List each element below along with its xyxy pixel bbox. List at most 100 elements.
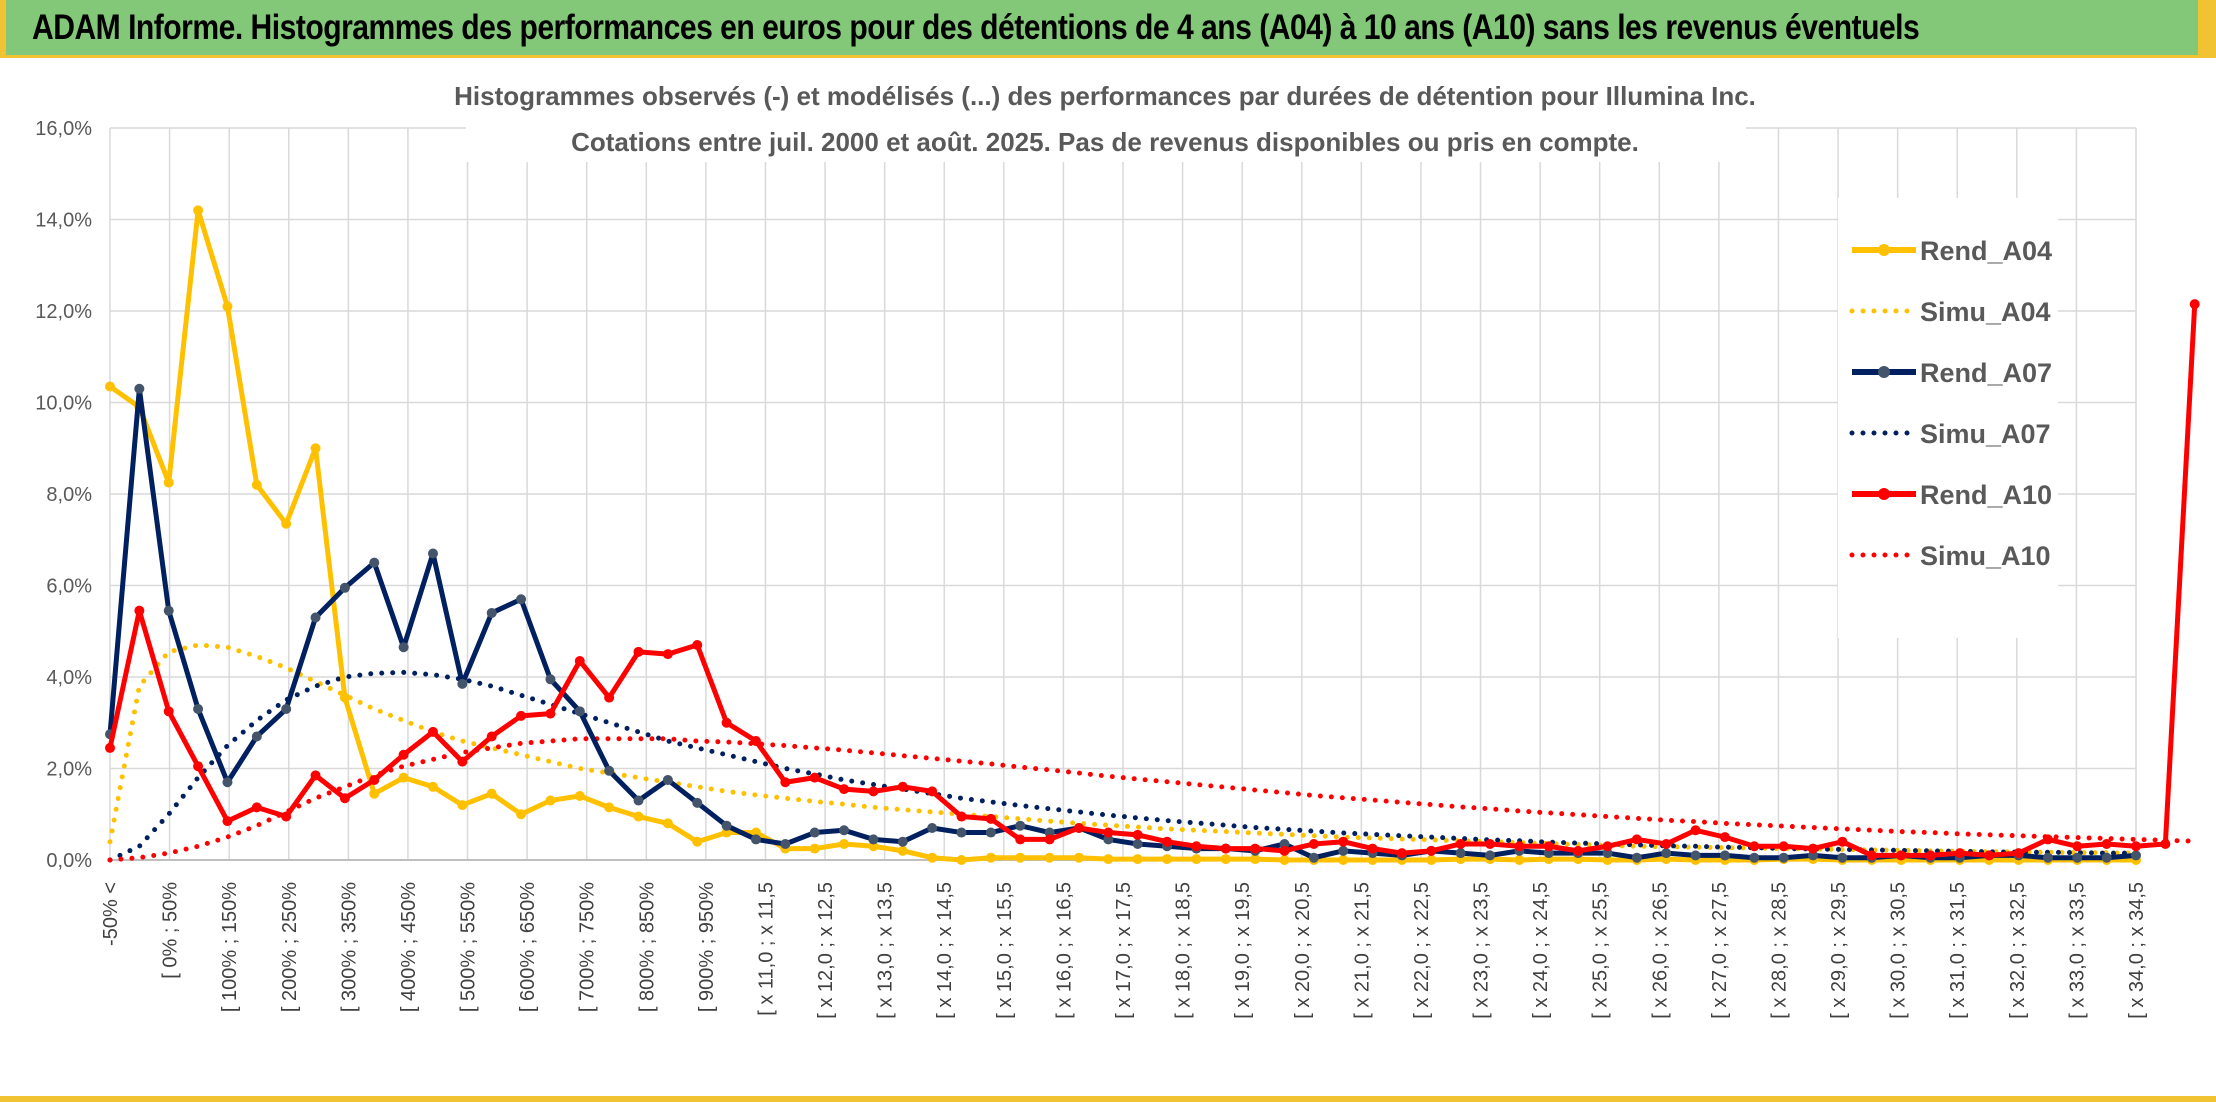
- data-point: [897, 836, 908, 847]
- y-tick-label: 10,0%: [35, 393, 92, 415]
- data-point: [516, 594, 527, 605]
- data-point: [310, 443, 321, 454]
- x-tick-label: [ x 16,0 ; x 16,5: [1053, 882, 1075, 1019]
- x-tick-label: [ 0% ; 50%: [160, 882, 182, 979]
- data-point: [868, 841, 879, 852]
- data-point: [486, 607, 497, 618]
- data-point: [1808, 850, 1819, 861]
- data-point: [839, 784, 850, 795]
- x-tick-label: [ 600% ; 650%: [517, 882, 539, 1012]
- data-point: [1308, 852, 1319, 863]
- x-tick-label: [ x 17,0 ; x 17,5: [1113, 882, 1135, 1019]
- series-simu-a10: [107, 736, 2198, 863]
- data-point: [310, 770, 321, 781]
- data-point: [1132, 854, 1143, 865]
- x-tick-label: [ x 24,0 ; x 24,5: [1530, 882, 1552, 1019]
- data-point: [1719, 850, 1730, 861]
- data-point: [398, 642, 409, 653]
- y-tick-label: 16,0%: [35, 118, 92, 140]
- y-tick-label: 0,0%: [46, 850, 92, 872]
- x-tick-label: [ 500% ; 550%: [458, 882, 480, 1012]
- data-point: [457, 756, 468, 767]
- data-point: [193, 704, 204, 715]
- legend-item-simu-a04: Simu_A04: [1849, 297, 2051, 327]
- data-point: [486, 788, 497, 799]
- data-point: [956, 855, 967, 865]
- data-point: [1162, 854, 1173, 865]
- data-point: [839, 838, 850, 849]
- data-point: [134, 605, 145, 616]
- data-point: [1338, 855, 1349, 865]
- data-point: [1396, 848, 1407, 859]
- data-point: [1250, 854, 1261, 865]
- data-point: [2101, 852, 2112, 863]
- data-point: [398, 749, 409, 760]
- data-point: [1103, 827, 1114, 838]
- series-rend-a10: [105, 299, 2200, 861]
- data-point: [574, 790, 585, 801]
- data-point: [1954, 848, 1965, 859]
- x-tick-label: -50% <: [100, 882, 122, 946]
- data-point: [369, 557, 380, 568]
- y-tick-label: 6,0%: [46, 576, 92, 598]
- legend-label: Rend_A04: [1920, 236, 2052, 266]
- data-point: [1866, 850, 1877, 861]
- data-point: [2160, 838, 2171, 849]
- data-point: [927, 786, 938, 797]
- x-tick-label: [ x 22,0 ; x 22,5: [1411, 882, 1433, 1019]
- data-point: [662, 818, 673, 829]
- x-tick-label: [ x 29,0 ; x 29,5: [1828, 882, 1850, 1019]
- data-point: [839, 825, 850, 836]
- data-point: [1778, 841, 1789, 852]
- legend-item-simu-a10: Simu_A10: [1849, 541, 2051, 571]
- data-point: [1279, 855, 1290, 865]
- x-tick-label: [ x 23,0 ; x 23,5: [1471, 882, 1493, 1019]
- data-point: [1015, 852, 1026, 863]
- report-title: ADAM Informe. Histogrammes des performan…: [32, 8, 1920, 47]
- data-point: [1220, 843, 1231, 854]
- title-background: [466, 62, 1746, 162]
- data-point: [692, 797, 703, 808]
- data-point: [1103, 854, 1114, 865]
- data-point: [662, 649, 673, 660]
- banner-accent-left: [0, 0, 6, 58]
- data-point: [1455, 848, 1466, 859]
- series-line: [107, 669, 2139, 863]
- data-point: [193, 761, 204, 772]
- data-point: [193, 205, 204, 216]
- x-tick-label: [ 100% ; 150%: [219, 882, 241, 1012]
- data-point: [222, 816, 233, 827]
- x-tick-label: [ x 32,0 ; x 32,5: [2007, 882, 2029, 1019]
- data-point: [1015, 820, 1026, 831]
- data-point: [721, 827, 732, 838]
- banner-accent-right: [2198, 0, 2216, 58]
- data-point: [809, 772, 820, 783]
- series-line: [107, 386, 2137, 861]
- legend: Rend_A04 Simu_A04 Rend_A07 Simu_A07 Rend_A10…: [1838, 198, 2058, 638]
- data-point: [1044, 827, 1055, 838]
- data-point: [163, 605, 174, 616]
- series-group: [105, 205, 2200, 865]
- data-point: [339, 793, 350, 804]
- data-point: [1896, 850, 1907, 861]
- x-tick-label: [ x 26,0 ; x 26,5: [1649, 882, 1671, 1019]
- data-point: [222, 301, 233, 312]
- data-point: [750, 827, 761, 838]
- data-point: [251, 731, 262, 742]
- chart-title: Histogrammes observés (-) et modélisés (…: [454, 81, 1756, 111]
- data-point: [251, 479, 262, 490]
- x-tick-label: [ 700% ; 750%: [577, 882, 599, 1012]
- data-point: [251, 802, 262, 813]
- data-point: [985, 852, 996, 863]
- y-tick-label: 8,0%: [46, 484, 92, 506]
- legend-label: Simu_A04: [1920, 297, 2051, 327]
- data-point: [604, 802, 615, 813]
- data-point: [2042, 834, 2053, 845]
- data-point: [1602, 855, 1613, 865]
- legend-marker: [1878, 366, 1890, 378]
- x-tick-label: [ 300% ; 350%: [338, 882, 360, 1012]
- data-point: [1778, 852, 1789, 863]
- data-point: [1455, 838, 1466, 849]
- legend-label: Simu_A07: [1920, 419, 2051, 449]
- data-point: [1191, 841, 1202, 852]
